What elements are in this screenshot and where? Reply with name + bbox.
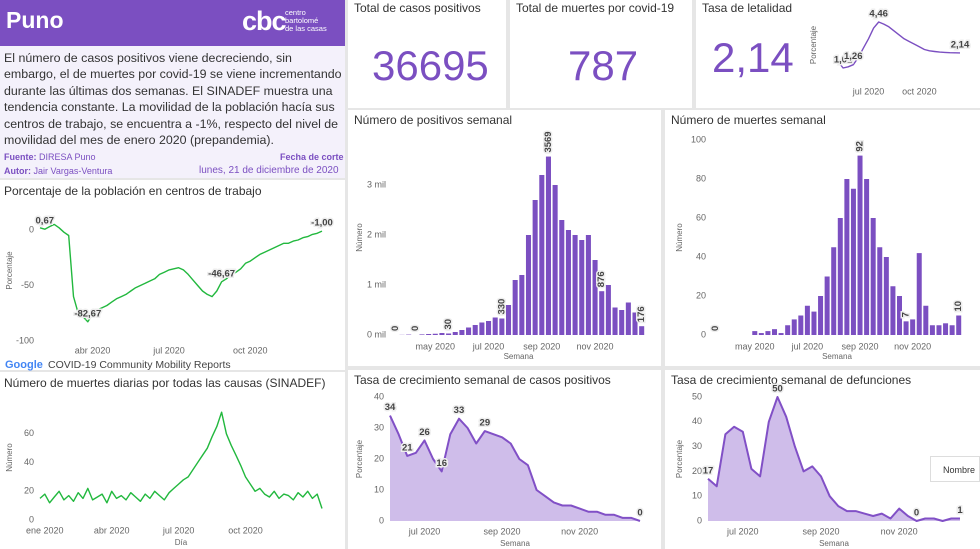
- chart-panel: Tasa de crecimiento semanal de casos pos…: [348, 370, 661, 549]
- kpi-title: Tasa de letalidad: [702, 1, 793, 15]
- logo-line: centro: [285, 8, 306, 17]
- date: lunes, 21 de diciembre de 2020: [199, 165, 339, 176]
- summary-panel: El número de casos positivos viene decre…: [0, 46, 345, 178]
- chart-title: Número de muertes semanal: [671, 113, 826, 127]
- author-label: Autor:: [4, 166, 31, 176]
- chart-title: Número de positivos semanal: [354, 113, 513, 127]
- kpi-card: Total de casos positivos 36695: [348, 0, 506, 108]
- kpi-value: 787: [568, 42, 639, 89]
- chart-title: Porcentaje de la población en centros de…: [4, 184, 262, 198]
- chart-source: COVID-19 Community Mobility Reports: [48, 359, 231, 371]
- kpi-title: Total de muertes por covid-19: [516, 1, 675, 15]
- header-title: Puno: [6, 7, 64, 33]
- author: Autor: Jair Vargas-Ventura: [4, 166, 112, 176]
- date-label: Fecha de corte: [280, 152, 344, 162]
- chart-panel: Porcentaje de la población en centros de…: [0, 180, 345, 371]
- kpi-value: 2,14: [712, 34, 794, 81]
- chart-title: Tasa de crecimiento semanal de defuncion…: [671, 373, 912, 387]
- source-label: Fuente:: [4, 152, 37, 162]
- source-logo: Google: [5, 359, 43, 371]
- kpi-title: Total de casos positivos: [354, 1, 481, 15]
- source: Fuente: DIRESA Puno: [4, 152, 96, 162]
- chart-panel: Número de positivos semanal: [348, 110, 661, 366]
- header: Puno cbc centro bartolomé de las casas: [0, 0, 345, 46]
- source-text: DIRESA Puno: [39, 152, 96, 162]
- chart-title: Número de muertes diarias por todas las …: [4, 376, 326, 390]
- chart-panel: Número de muertes semanal: [665, 110, 980, 366]
- chart-title: Tasa de crecimiento semanal de casos pos…: [354, 373, 611, 387]
- kpi-value: 36695: [372, 42, 489, 89]
- tooltip: Nombre: [930, 456, 980, 482]
- chart-panel: Número de muertes diarias por todas las …: [0, 372, 345, 549]
- summary: El número de casos positivos viene decre…: [4, 51, 342, 148]
- kpi-card: Total de muertes por covid-19 787: [510, 0, 692, 108]
- logo-line: bartolomé: [285, 16, 319, 25]
- logo-mark: cbc: [242, 6, 287, 36]
- logo-line: de las casas: [285, 24, 327, 33]
- logo-text: centro bartolomé de las casas: [285, 9, 327, 33]
- kpi-card: Tasa de letalidad 2,14: [696, 0, 980, 108]
- author-text: Jair Vargas-Ventura: [33, 166, 113, 176]
